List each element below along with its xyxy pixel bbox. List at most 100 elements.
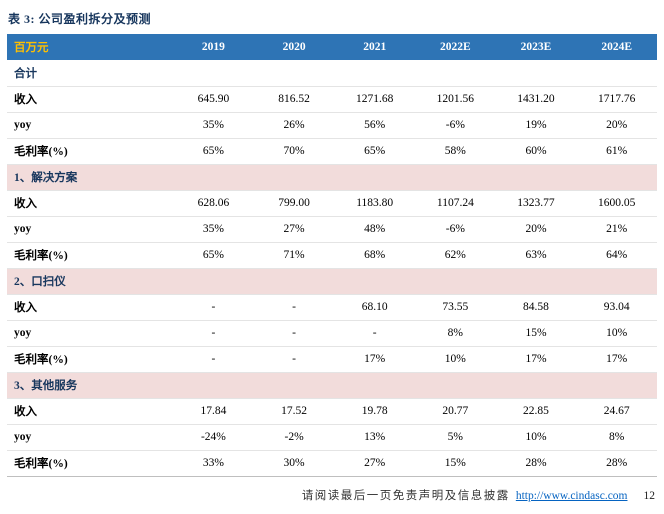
value-cell: 19%: [495, 112, 577, 139]
data-row: 毛利率(%) 65% 71% 68% 62% 63% 64%: [7, 242, 657, 269]
unit-label: 百万元: [7, 34, 174, 60]
row-label: 收入: [7, 294, 174, 321]
value-cell: 63%: [495, 242, 577, 269]
value-cell: 20%: [495, 216, 577, 243]
year-header-2019: 2019: [173, 34, 254, 60]
value-cell: 645.90: [173, 86, 254, 113]
value-cell: 65%: [173, 138, 254, 165]
value-cell: 10%: [576, 320, 657, 347]
data-row: yoy 35% 27% 48% -6% 20% 21%: [7, 216, 657, 243]
value-cell: 799.00: [253, 190, 335, 217]
value-cell: -: [253, 320, 335, 347]
value-cell: 10%: [495, 424, 577, 451]
row-label: 收入: [7, 190, 174, 217]
year-header-2021: 2021: [334, 34, 416, 60]
data-row: yoy -24% -2% 13% 5% 10% 8%: [7, 424, 657, 451]
value-cell: -: [173, 346, 254, 373]
value-cell: 35%: [173, 216, 254, 243]
row-label: 收入: [7, 398, 174, 425]
data-row: yoy 35% 26% 56% -6% 19% 20%: [7, 112, 657, 139]
row-label: 毛利率(%): [7, 346, 174, 373]
table-title: 表 3: 公司盈利拆分及预测: [8, 12, 151, 26]
value-cell: 1431.20: [495, 86, 577, 113]
value-cell: 1107.24: [415, 190, 496, 217]
section-row: 3、其他服务: [7, 372, 657, 399]
data-row: 毛利率(%) - -17% 10% 17% 17%: [7, 346, 657, 373]
value-cell: 20%: [576, 112, 657, 139]
value-cell: 13%: [334, 424, 416, 451]
row-label: 毛利率(%): [7, 450, 174, 477]
value-cell: 93.04: [576, 294, 657, 321]
value-cell: -6%: [415, 216, 496, 243]
value-cell: -6%: [415, 112, 496, 139]
value-cell: 62%: [415, 242, 496, 269]
row-label: yoy: [7, 112, 174, 139]
profit-forecast-table: 百万元 2019 2020 2021 2022E 2023E 2024E 合计 收入 645.…: [7, 34, 657, 477]
value-cell: 35%: [173, 112, 254, 139]
data-row: 收入 645.90 816.52 1271.68 1201.56 1431.20 1717.…: [7, 86, 657, 113]
value-cell: 68%: [334, 242, 416, 269]
value-cell: 26%: [253, 112, 335, 139]
value-cell: 60%: [495, 138, 577, 165]
value-cell: 15%: [415, 450, 496, 477]
section-row: 合计: [7, 60, 657, 87]
value-cell: 17%: [576, 346, 657, 373]
value-cell: -: [173, 320, 254, 347]
value-cell: 17%: [495, 346, 577, 373]
year-header-2022e: 2022E: [415, 34, 496, 60]
data-row: 收入 628.06 799.00 1183.80 1107.24 1323.77 1600.…: [7, 190, 657, 217]
year-header-2023e: 2023E: [495, 34, 577, 60]
value-cell: 84.58: [495, 294, 577, 321]
section-label: 1、解决方案: [7, 164, 657, 191]
value-cell: 68.10: [334, 294, 416, 321]
value-cell: 56%: [334, 112, 416, 139]
value-cell: 22.85: [495, 398, 577, 425]
value-cell: 1201.56: [415, 86, 496, 113]
table-header-row: 百万元 2019 2020 2021 2022E 2023E 2024E: [7, 34, 657, 60]
value-cell: 27%: [253, 216, 335, 243]
value-cell: 28%: [495, 450, 577, 477]
value-cell: 21%: [576, 216, 657, 243]
section-row: 1、解决方案: [7, 164, 657, 191]
value-cell: 17%: [334, 346, 416, 373]
value-cell: 33%: [173, 450, 254, 477]
value-cell: 1271.68: [334, 86, 416, 113]
value-cell: 73.55: [415, 294, 496, 321]
value-cell: 27%: [334, 450, 416, 477]
value-cell: 8%: [415, 320, 496, 347]
value-cell: 71%: [253, 242, 335, 269]
section-label: 3、其他服务: [7, 372, 657, 399]
value-cell: 17.52: [253, 398, 335, 425]
data-row: 毛利率(%) 65% 70% 65% 58% 60% 61%: [7, 138, 657, 165]
data-row: 收入 17.84 17.52 19.78 20.77 22.85 24.67: [7, 398, 657, 425]
disclaimer-text: 请阅读最后一页免责声明及信息披露: [301, 490, 510, 502]
value-cell: 58%: [415, 138, 496, 165]
value-cell: 64%: [576, 242, 657, 269]
value-cell: 70%: [253, 138, 335, 165]
value-cell: 20.77: [415, 398, 496, 425]
row-label: 毛利率(%): [7, 138, 174, 165]
value-cell: 24.67: [576, 398, 657, 425]
company-url-link[interactable]: http://www.cindasc.com: [515, 490, 628, 502]
table-body: 合计 收入 645.90 816.52 1271.68 1201.56 1431.20 171…: [7, 60, 657, 477]
year-header-2024e: 2024E: [576, 34, 657, 60]
value-cell: 1323.77: [495, 190, 577, 217]
page-number: 12: [643, 490, 656, 502]
value-cell: 628.06: [173, 190, 254, 217]
row-label: yoy: [7, 320, 174, 347]
row-label: yoy: [7, 216, 174, 243]
value-cell: 61%: [576, 138, 657, 165]
section-row: 2、口扫仪: [7, 268, 657, 295]
value-cell: 5%: [415, 424, 496, 451]
section-label: 合计: [7, 60, 657, 87]
value-cell: 65%: [334, 138, 416, 165]
section-label: 2、口扫仪: [7, 268, 657, 295]
value-cell: 10%: [415, 346, 496, 373]
data-row: yoy - - -8% 15% 10%: [7, 320, 657, 347]
value-cell: 816.52: [253, 86, 335, 113]
value-cell: 19.78: [334, 398, 416, 425]
value-cell: 1183.80: [334, 190, 416, 217]
value-cell: -: [253, 346, 335, 373]
value-cell: -: [253, 294, 335, 321]
